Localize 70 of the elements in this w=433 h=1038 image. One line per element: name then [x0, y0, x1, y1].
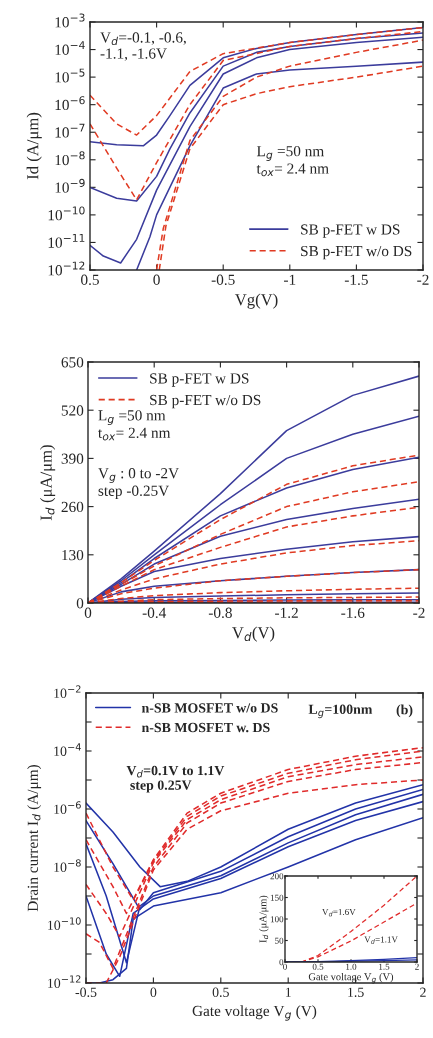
- y-tick-label: 50: [275, 937, 284, 944]
- annotation: V$_{d}$=1.1V: [364, 936, 398, 944]
- y-tick-label: 650: [61, 357, 84, 368]
- x-tick-label: -0.8: [208, 607, 232, 618]
- y-tick-label: 150: [270, 894, 284, 901]
- y-tick-label: 10$^{−8}$: [55, 151, 85, 166]
- x-tick-label: -0.4: [142, 607, 167, 618]
- x-tick-label: 0.5: [212, 987, 229, 997]
- y-tick-label: 10$^{−3}$: [55, 13, 85, 28]
- y-tick-label: 10$^{−9}$: [55, 178, 85, 193]
- x-tick-label: -2: [413, 607, 425, 618]
- x-tick-label: 2: [420, 987, 426, 997]
- y-tick-label: 390: [61, 453, 84, 464]
- y-tick-label: 10$^{−4}$: [54, 743, 81, 756]
- y-tick-label: 10$^{−7}$: [55, 123, 85, 138]
- legend-label: n-SB MOSFET w. DS: [141, 722, 270, 733]
- y-tick-label: 10$^{−10}$: [48, 206, 85, 221]
- y-tick-label: 10$^{−8}$: [54, 859, 81, 872]
- x-axis-title: V$_{d}$(V): [232, 626, 275, 642]
- y-tick-label: 200: [270, 873, 284, 880]
- x-tick-label: -1.2: [275, 607, 298, 618]
- legend-label: SB p-FET w DS: [150, 373, 249, 387]
- y-tick-label: 100: [270, 916, 284, 923]
- x-axis-title: Gate voltage V$_{g}$ (V): [192, 1005, 317, 1021]
- x-tick-label: 0.5: [312, 963, 324, 970]
- y-axis-title: I$_{d}$ (μA/μm): [40, 445, 56, 521]
- y-tick-label: 0: [76, 598, 84, 609]
- legend-label: n-SB MOSFET w/o DS: [141, 703, 278, 713]
- legend-label: SB p-FET w DS: [301, 224, 400, 238]
- text: L$_{g}$ =50 nm t$_{ox}$= 2.4 nm: [98, 410, 171, 441]
- y-axis-title: Id (A/μm): [26, 112, 42, 180]
- annotation: V$_{d}$=0.1V to 1.1V step 0.25V: [126, 765, 225, 793]
- y-tick-label: 10$^{−12}$: [48, 975, 81, 988]
- x-tick-label: -0.5: [211, 274, 235, 285]
- y-tick-label: 10$^{−4}$: [55, 41, 85, 55]
- y-axis-title: Drain current I$_{d}$ (A/μm): [27, 764, 42, 912]
- x-tick-label: 0: [84, 607, 92, 618]
- y-tick-label: 10$^{−6}$: [54, 801, 81, 814]
- x-tick-label: 1.5: [348, 987, 364, 997]
- y-tick-label: 10$^{−6}$: [55, 96, 85, 111]
- annotation: V$_{d}$=1.6V: [322, 908, 356, 917]
- x-tick-label: 1: [285, 987, 291, 997]
- annotation: V$_{g}$ : 0 to -2V step -0.25V: [98, 468, 179, 499]
- legend-label: SB p-FET w/o DS: [301, 245, 412, 260]
- x-tick-label: -2: [417, 274, 429, 285]
- y-tick-label: 10$^{−10}$: [48, 917, 81, 930]
- x-tick-label: -1.5: [344, 274, 368, 285]
- annotation: L$_{g}$=100nm: [308, 704, 373, 719]
- y-tick-label: 130: [62, 549, 84, 561]
- x-tick-label: -1: [284, 274, 296, 285]
- x-tick-label: 2: [415, 963, 419, 970]
- y-tick-label: 260: [61, 501, 84, 513]
- y-tick-label: 10$^{−11}$: [48, 234, 85, 248]
- x-axis-title: Vg(V): [234, 293, 278, 309]
- annotation: (b): [396, 704, 413, 718]
- x-tick-label: 0: [150, 987, 157, 997]
- x-tick-label: -0.5: [75, 987, 97, 997]
- x-axis-title: Gate voltage V$_{g}$ (V): [308, 972, 394, 984]
- text: L$_{g}$ =50 nm t$_{ox}$= 2.4 nm: [256, 146, 329, 177]
- annotation: V$_{d}$=-0.1, -0.6, -1.1, -1.6V: [100, 32, 186, 61]
- y-tick-label: 520: [61, 405, 84, 416]
- y-tick-label: 10$^{−5}$: [55, 68, 85, 83]
- x-tick-label: 0: [153, 274, 160, 285]
- x-tick-label: -1.6: [341, 607, 365, 618]
- y-axis-title: I$_{d}$ (μA/μm): [259, 895, 269, 943]
- legend-label: SB p-FET w/o DS: [150, 394, 261, 409]
- x-tick-label: 1.5: [379, 963, 390, 970]
- x-tick-label: 0.5: [81, 274, 99, 285]
- x-tick-label: 1.0: [346, 963, 357, 970]
- y-tick-label: 10$^{−2}$: [54, 685, 81, 698]
